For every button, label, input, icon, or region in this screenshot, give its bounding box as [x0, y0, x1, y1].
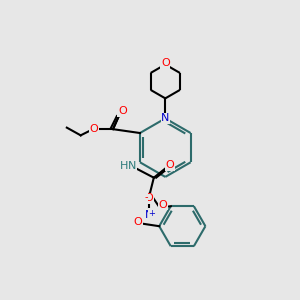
Text: H: H: [120, 161, 129, 171]
Text: O: O: [133, 217, 142, 227]
Text: O: O: [161, 58, 170, 68]
Text: +: +: [148, 208, 155, 217]
Text: N: N: [145, 210, 153, 220]
Text: N: N: [161, 113, 170, 123]
Text: N: N: [128, 161, 136, 171]
Text: -: -: [144, 192, 148, 202]
Text: O: O: [159, 200, 167, 210]
Text: O: O: [89, 124, 98, 134]
Text: O: O: [118, 106, 127, 116]
Text: O: O: [145, 194, 154, 203]
Text: O: O: [166, 160, 174, 170]
